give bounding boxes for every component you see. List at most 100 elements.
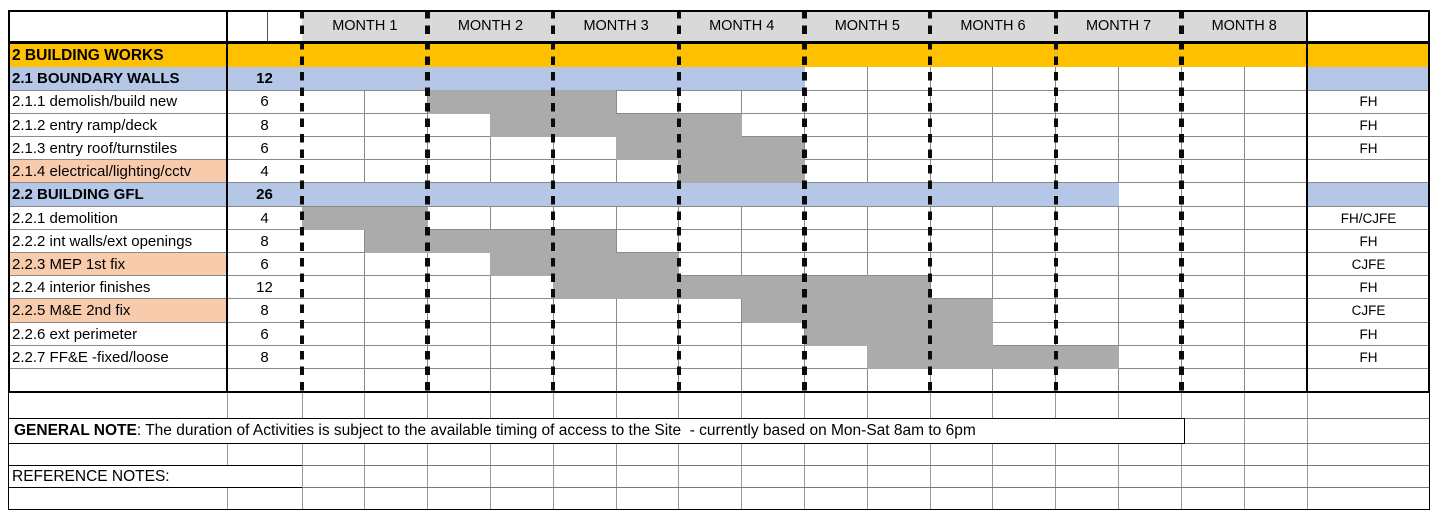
footer-column-line bbox=[678, 393, 680, 510]
duration-cell[interactable]: 26 bbox=[256, 186, 273, 204]
month-header[interactable]: MONTH 7 bbox=[1085, 18, 1152, 34]
duration-cell[interactable]: 4 bbox=[260, 209, 269, 227]
month-divider-line bbox=[299, 10, 305, 393]
task-label[interactable]: 2.2.7 FF&E -fixed/loose bbox=[12, 348, 169, 366]
column-gridline bbox=[1243, 44, 1245, 393]
note-cell[interactable]: FH bbox=[1359, 140, 1378, 156]
duration-cell[interactable]: 12 bbox=[256, 70, 273, 88]
month-header[interactable]: MONTH 2 bbox=[457, 18, 524, 34]
gantt-bar bbox=[553, 276, 931, 300]
note-cell[interactable]: FH/CJFE bbox=[1340, 210, 1397, 226]
row-gridline bbox=[8, 275, 1430, 277]
footer-column-line bbox=[364, 393, 366, 510]
note-cell[interactable]: CJFE bbox=[1351, 256, 1386, 272]
column-gridline bbox=[992, 44, 994, 393]
note-cell[interactable]: FH bbox=[1359, 117, 1378, 133]
general-note-label: GENERAL NOTE bbox=[14, 422, 137, 439]
month-header[interactable]: MONTH 5 bbox=[834, 18, 900, 34]
footer-row-line bbox=[8, 487, 1430, 488]
task-label-highlight bbox=[8, 299, 227, 323]
duration-cell[interactable]: 6 bbox=[260, 255, 269, 273]
duration-cell[interactable]: 6 bbox=[260, 93, 269, 111]
month-header[interactable]: MONTH 3 bbox=[583, 18, 649, 34]
gantt-bar bbox=[490, 252, 679, 277]
task-label[interactable]: 2.1.4 electrical/lighting/cctv bbox=[12, 163, 192, 181]
month-header[interactable]: MONTH 6 bbox=[960, 18, 1026, 34]
gantt-bar bbox=[867, 345, 1119, 369]
task-label[interactable]: 2.1.1 demolish/build new bbox=[12, 93, 178, 111]
month-divider-line bbox=[425, 10, 430, 393]
duration-cell[interactable]: 4 bbox=[260, 163, 269, 181]
row-gridline bbox=[8, 368, 1430, 370]
gantt-bar bbox=[616, 136, 805, 161]
footer-column-line bbox=[992, 393, 994, 510]
month-divider-line bbox=[1179, 10, 1184, 393]
footer-column-line bbox=[301, 393, 303, 510]
summary-note-cell[interactable] bbox=[1307, 67, 1430, 91]
gantt-bar bbox=[302, 206, 428, 230]
duration-cell[interactable]: 8 bbox=[260, 302, 269, 320]
month-header[interactable]: MONTH 1 bbox=[332, 18, 398, 34]
duration-cell[interactable]: 12 bbox=[256, 279, 273, 297]
row-gridline bbox=[8, 344, 1430, 346]
footer-column-line bbox=[1055, 393, 1057, 510]
footer-column-line bbox=[226, 393, 228, 510]
reference-notes-cell[interactable]: REFERENCE NOTES: bbox=[8, 465, 302, 488]
footer-column-line bbox=[929, 393, 931, 510]
duration-cell[interactable]: 8 bbox=[260, 232, 269, 250]
duration-cell[interactable]: 6 bbox=[260, 325, 269, 343]
column-gridline bbox=[1118, 44, 1120, 393]
column-gridline bbox=[741, 44, 743, 393]
header-bottom-border bbox=[8, 41, 1430, 44]
section-row-label[interactable]: 2 BUILDING WORKS bbox=[12, 47, 164, 64]
summary-row-label[interactable]: 2.2 BUILDING GFL bbox=[12, 186, 144, 204]
footer-row-line bbox=[8, 443, 1430, 444]
month-header[interactable]: MONTH 4 bbox=[709, 18, 775, 34]
note-cell[interactable]: FH bbox=[1359, 349, 1378, 365]
gantt-bar bbox=[804, 322, 993, 346]
column-gridline bbox=[866, 44, 868, 393]
footer-column-line bbox=[1306, 393, 1308, 510]
task-label[interactable]: 2.2.2 int walls/ext openings bbox=[12, 232, 193, 250]
note-cell[interactable]: CJFE bbox=[1351, 303, 1386, 319]
note-cell[interactable]: FH bbox=[1359, 326, 1378, 342]
row-gridline bbox=[8, 321, 1430, 323]
task-label-highlight bbox=[8, 160, 227, 184]
column-gridline bbox=[615, 44, 617, 393]
summary-row-label[interactable]: 2.1 BOUNDARY WALLS bbox=[12, 70, 180, 88]
row-gridline bbox=[8, 112, 1430, 114]
footer-row-line bbox=[8, 465, 1430, 466]
general-note-cell[interactable]: GENERAL NOTE: The duration of Activities… bbox=[8, 418, 1185, 444]
note-cell[interactable]: FH bbox=[1359, 233, 1378, 249]
task-label[interactable]: 2.2.1 demolition bbox=[12, 209, 118, 227]
footer-column-line bbox=[552, 393, 554, 510]
column-gridline bbox=[489, 44, 491, 393]
task-label[interactable]: 2.1.3 entry roof/turnstiles bbox=[12, 139, 178, 157]
duration-cell[interactable]: 6 bbox=[260, 139, 269, 157]
summary-row-highlight bbox=[8, 183, 1119, 207]
gantt-bar bbox=[678, 160, 805, 184]
footer-column-line bbox=[866, 393, 868, 510]
task-label[interactable]: 2.2.5 M&E 2nd fix bbox=[12, 302, 131, 320]
task-label[interactable]: 2.2.3 MEP 1st fix bbox=[12, 255, 126, 273]
month-divider-line bbox=[676, 10, 682, 393]
header-cell-divider bbox=[266, 10, 268, 42]
task-label[interactable]: 2.2.4 interior finishes bbox=[12, 279, 151, 297]
duration-cell[interactable]: 8 bbox=[260, 116, 269, 134]
task-label[interactable]: 2.1.2 entry ramp/deck bbox=[12, 116, 158, 134]
note-cell[interactable]: FH bbox=[1359, 280, 1378, 296]
row-gridline bbox=[8, 228, 1430, 230]
gantt-bar bbox=[364, 229, 617, 253]
task-label[interactable]: 2.2.6 ext perimeter bbox=[12, 325, 138, 343]
month-header[interactable]: MONTH 8 bbox=[1211, 18, 1277, 34]
task-label-highlight bbox=[8, 252, 227, 277]
footer-column-line bbox=[741, 393, 743, 510]
footer-column-line bbox=[804, 393, 805, 510]
footer-column-line bbox=[489, 393, 491, 510]
summary-note-cell[interactable] bbox=[1307, 183, 1430, 207]
footer-column-line bbox=[1180, 393, 1182, 510]
note-cell[interactable]: FH bbox=[1359, 94, 1378, 110]
month-divider-line bbox=[551, 10, 556, 393]
duration-cell[interactable]: 8 bbox=[260, 348, 269, 366]
